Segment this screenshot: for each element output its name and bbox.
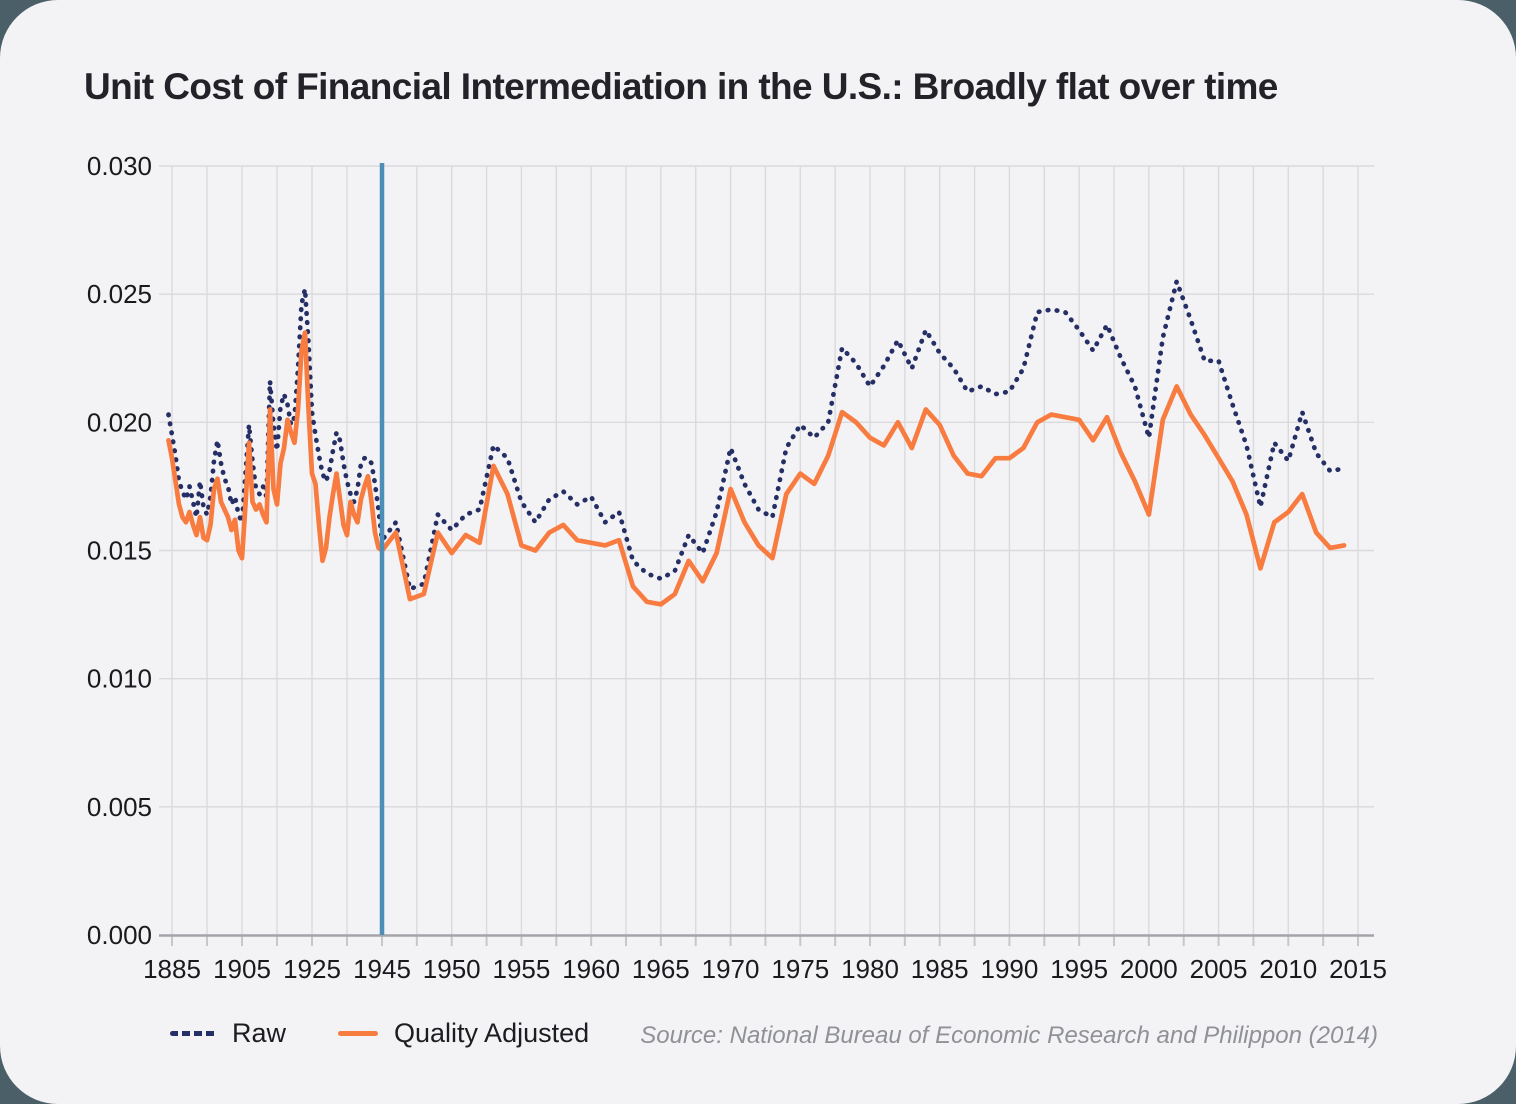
chart-legend: Raw Quality Adjusted — [170, 1018, 589, 1049]
x-tick-label: 1905 — [213, 954, 271, 984]
legend-item-quality-adjusted: Quality Adjusted — [338, 1018, 589, 1049]
x-tick-label: 1965 — [632, 954, 690, 984]
x-tick-label: 1975 — [771, 954, 829, 984]
x-tick-label: 2000 — [1120, 954, 1178, 984]
x-tick-label: 1925 — [283, 954, 341, 984]
y-tick-label: 0.000 — [87, 920, 152, 950]
x-tick-label: 1990 — [981, 954, 1039, 984]
chart-title: Unit Cost of Financial Intermediation in… — [84, 66, 1278, 107]
legend-label-quality-adjusted: Quality Adjusted — [394, 1018, 590, 1048]
x-tick-label: 2015 — [1329, 954, 1387, 984]
x-tick-label: 1950 — [423, 954, 481, 984]
x-tick-label: 1985 — [911, 954, 969, 984]
y-tick-label: 0.010 — [87, 664, 152, 694]
legend-item-raw: Raw — [170, 1018, 286, 1049]
x-tick-label: 1970 — [702, 954, 760, 984]
quality-adjusted-line-swatch — [338, 1031, 379, 1036]
source-note: Source: National Bureau of Economic Rese… — [640, 1022, 1378, 1049]
x-tick-label: 1945 — [353, 954, 411, 984]
x-tick-label: 1960 — [562, 954, 620, 984]
x-tick-label: 2005 — [1190, 954, 1248, 984]
x-tick-label: 1955 — [493, 954, 551, 984]
y-tick-label: 0.020 — [87, 407, 152, 437]
x-tick-label: 2010 — [1259, 954, 1317, 984]
y-tick-label: 0.025 — [87, 279, 152, 309]
x-tick-label: 1885 — [143, 954, 201, 984]
raw-dashed-line-swatch — [170, 1031, 216, 1036]
y-tick-label: 0.015 — [87, 536, 152, 566]
y-tick-label: 0.005 — [87, 792, 152, 822]
quality-adjusted-series-line — [166, 330, 1347, 607]
legend-label-raw: Raw — [232, 1018, 287, 1048]
y-tick-label: 0.030 — [87, 151, 152, 181]
x-tick-label: 1995 — [1050, 954, 1108, 984]
x-tick-label: 1980 — [841, 954, 899, 984]
